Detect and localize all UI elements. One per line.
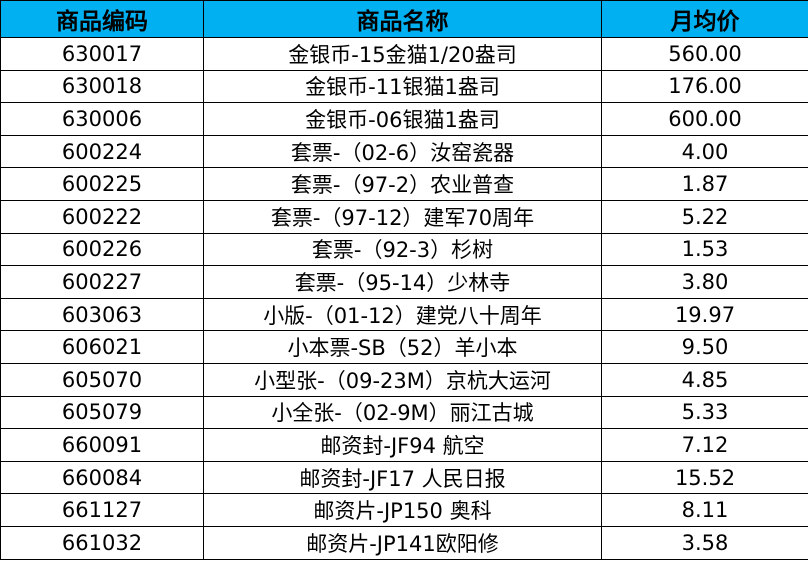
table-row: 600224 套票-（02-6）汝窑瓷器 4.00 — [0, 134, 808, 169]
cell-price: 8.11 — [601, 493, 808, 527]
cell-name: 小型张-（09-23M）京杭大运河 — [203, 362, 602, 397]
cell-name: 套票-（95-14）少林寺 — [203, 265, 602, 299]
header-name: 商品名称 — [203, 0, 602, 38]
table-row: 661032 邮资片-JP141欧阳修 3.58 — [0, 525, 808, 560]
cell-price: 9.50 — [601, 330, 808, 364]
cell-code: 600226 — [0, 232, 204, 267]
cell-name: 金银币-06银猫1盎司 — [203, 102, 602, 136]
cell-price: 1.87 — [601, 167, 808, 201]
cell-price: 15.52 — [601, 460, 808, 495]
cell-code: 630017 — [0, 37, 204, 71]
cell-name: 金银币-11银猫1盎司 — [203, 69, 602, 104]
cell-code: 605070 — [0, 362, 204, 397]
cell-code: 660084 — [0, 460, 204, 495]
cell-name: 邮资封-JF17 人民日报 — [203, 460, 602, 495]
table-row: 600225 套票-（97-2）农业普查 1.87 — [0, 167, 808, 201]
cell-price: 600.00 — [601, 102, 808, 136]
cell-name: 小全张-（02-9M）丽江古城 — [203, 395, 602, 430]
cell-code: 600222 — [0, 199, 204, 234]
table-row: 661127 邮资片-JP150 奥科 8.11 — [0, 493, 808, 527]
header-code: 商品编码 — [0, 0, 204, 38]
cell-price: 176.00 — [601, 69, 808, 104]
cell-name: 套票-（97-2）农业普查 — [203, 167, 602, 201]
table-row: 630018 金银币-11银猫1盎司 176.00 — [0, 69, 808, 104]
cell-code: 661127 — [0, 493, 204, 527]
cell-price: 3.80 — [601, 265, 808, 299]
table-body: 630017 金银币-15金猫1/20盎司 560.00 630018 金银币-11银猫… — [0, 37, 808, 560]
cell-price: 7.12 — [601, 428, 808, 462]
cell-name: 套票-（97-12）建军70周年 — [203, 199, 602, 234]
cell-price: 19.97 — [601, 297, 808, 332]
cell-name: 小版-（01-12）建党八十周年 — [203, 297, 602, 332]
table-row: 606021 小本票-SB（52）羊小本 9.50 — [0, 330, 808, 364]
cell-name: 邮资封-JF94 航空 — [203, 428, 602, 462]
cell-code: 600224 — [0, 134, 204, 169]
table-row: 605079 小全张-（02-9M）丽江古城 5.33 — [0, 395, 808, 430]
cell-code: 660091 — [0, 428, 204, 462]
cell-price: 560.00 — [601, 37, 808, 71]
cell-code: 600225 — [0, 167, 204, 201]
table-row: 605070 小型张-（09-23M）京杭大运河 4.85 — [0, 362, 808, 397]
table-row: 660091 邮资封-JF94 航空 7.12 — [0, 428, 808, 462]
cell-price: 3.58 — [601, 525, 808, 560]
cell-name: 小本票-SB（52）羊小本 — [203, 330, 602, 364]
cell-code: 605079 — [0, 395, 204, 430]
cell-code: 630018 — [0, 69, 204, 104]
cell-price: 5.22 — [601, 199, 808, 234]
table-row: 600227 套票-（95-14）少林寺 3.80 — [0, 265, 808, 299]
cell-name: 邮资片-JP150 奥科 — [203, 493, 602, 527]
cell-code: 600227 — [0, 265, 204, 299]
table-row: 660084 邮资封-JF17 人民日报 15.52 — [0, 460, 808, 495]
cell-name: 套票-（02-6）汝窑瓷器 — [203, 134, 602, 169]
cell-price: 1.53 — [601, 232, 808, 267]
table-row: 603063 小版-（01-12）建党八十周年 19.97 — [0, 297, 808, 332]
cell-code: 603063 — [0, 297, 204, 332]
table-row: 630017 金银币-15金猫1/20盎司 560.00 — [0, 37, 808, 71]
header-row: 商品编码 商品名称 月均价 — [0, 0, 808, 38]
cell-price: 4.85 — [601, 362, 808, 397]
header-price: 月均价 — [601, 0, 808, 38]
cell-name: 金银币-15金猫1/20盎司 — [203, 37, 602, 71]
cell-name: 套票-（92-3）杉树 — [203, 232, 602, 267]
table-row: 600226 套票-（92-3）杉树 1.53 — [0, 232, 808, 267]
cell-code: 606021 — [0, 330, 204, 364]
cell-name: 邮资片-JP141欧阳修 — [203, 525, 602, 560]
table-row: 600222 套票-（97-12）建军70周年 5.22 — [0, 199, 808, 234]
cell-code: 630006 — [0, 102, 204, 136]
table-row: 630006 金银币-06银猫1盎司 600.00 — [0, 102, 808, 136]
cell-price: 4.00 — [601, 134, 808, 169]
cell-price: 5.33 — [601, 395, 808, 430]
cell-code: 661032 — [0, 525, 204, 560]
